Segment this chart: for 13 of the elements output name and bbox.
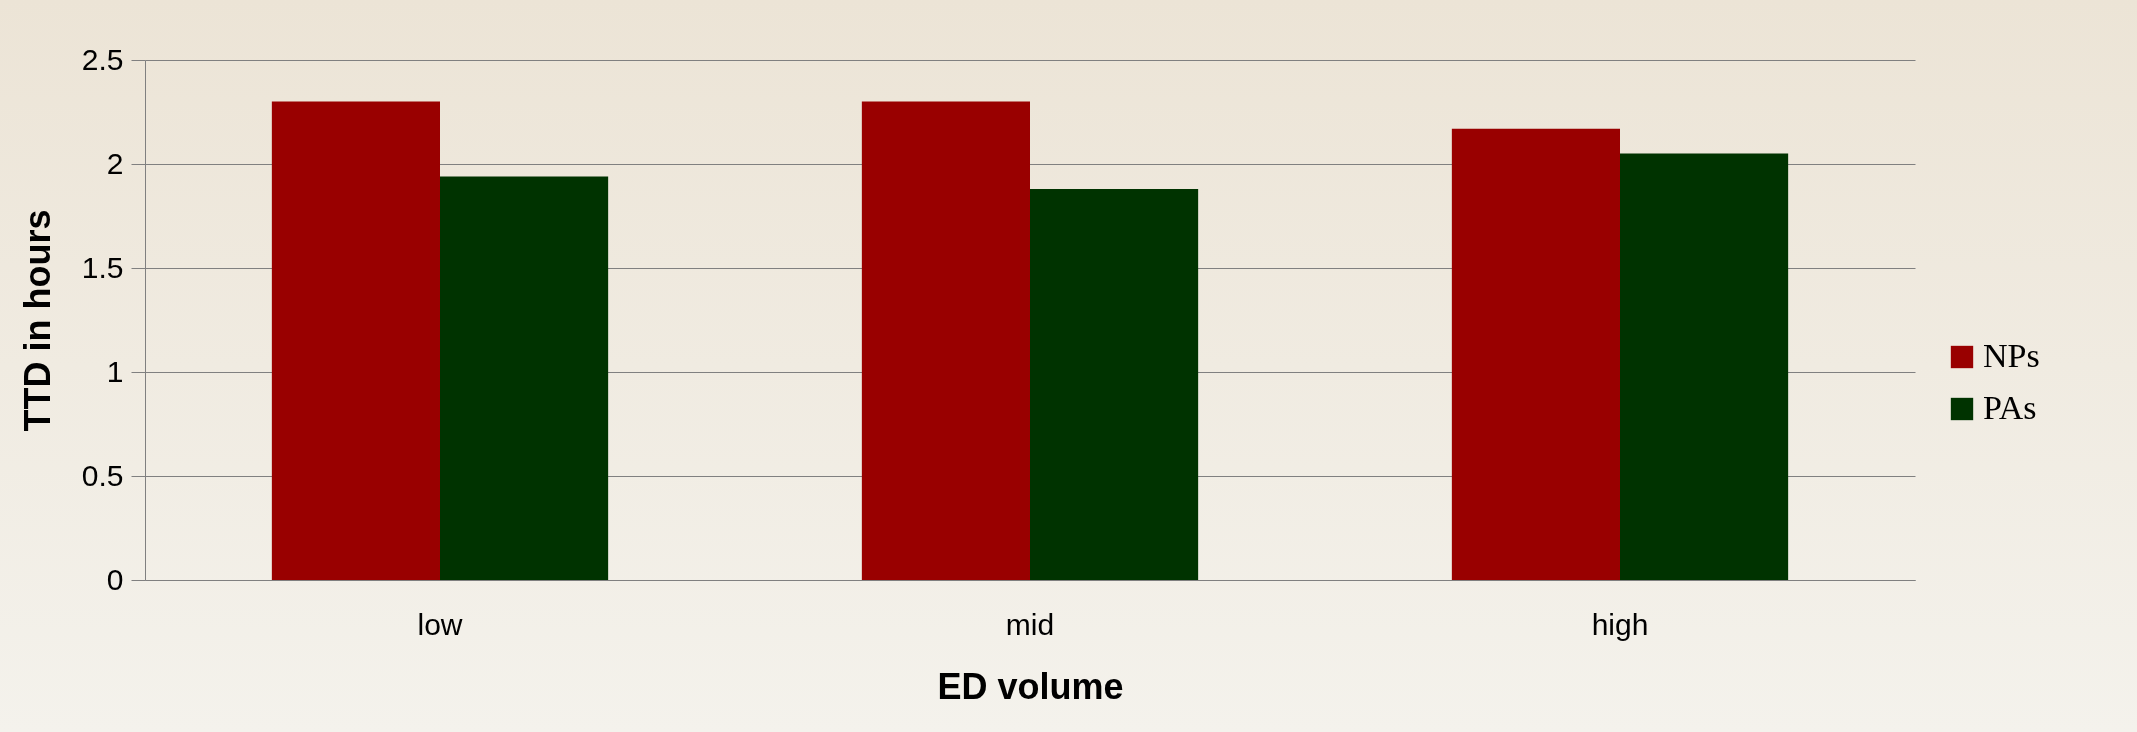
y-tick-label: 2 — [106, 146, 124, 180]
y-axis-title: TTD in hours — [16, 209, 58, 432]
legend-label: PAs — [1983, 389, 2037, 426]
x-tick-label: mid — [1005, 607, 1055, 641]
y-tick-label: 1 — [106, 354, 124, 388]
y-tick-label: 2.5 — [81, 42, 124, 76]
x-tick-label: low — [417, 607, 463, 641]
legend-label: NPs — [1983, 337, 2040, 374]
y-tick-label: 0 — [106, 562, 124, 596]
y-tick-label: 1.5 — [81, 250, 124, 284]
x-tick-label: high — [1591, 607, 1649, 641]
y-tick-label: 0.5 — [81, 458, 124, 492]
x-axis-title: ED volume — [937, 665, 1124, 707]
